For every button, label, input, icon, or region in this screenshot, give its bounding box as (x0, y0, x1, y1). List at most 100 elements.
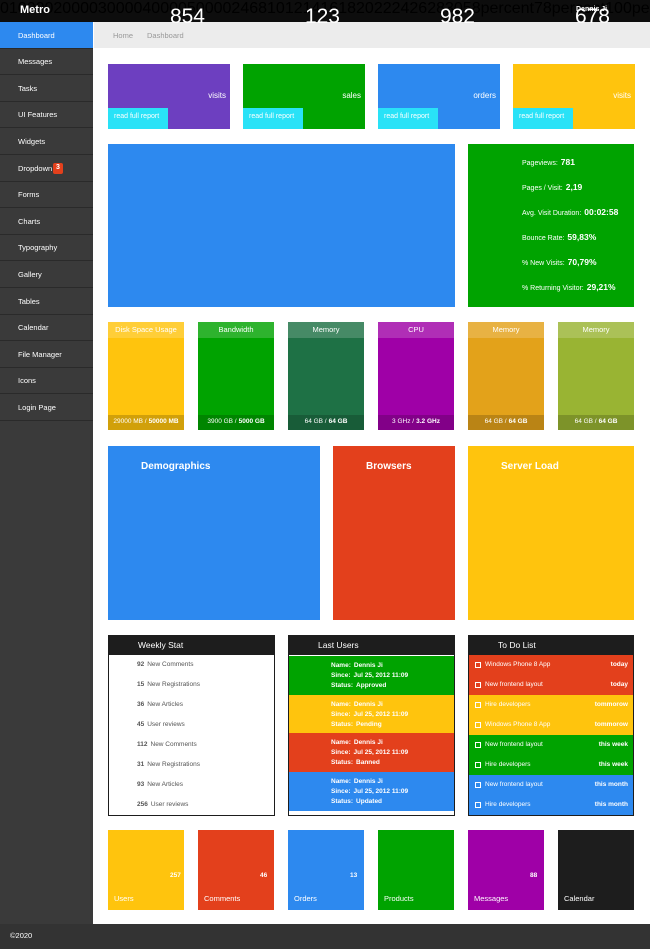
nav-item[interactable] (0, 261, 93, 288)
gauge-used: 64 GB / (484, 418, 507, 425)
report-link[interactable] (513, 108, 573, 129)
report-link[interactable] (378, 108, 438, 129)
weekly-text: New Articles (147, 701, 183, 708)
gauge-usage: 64 GB /64 GB (305, 418, 348, 426)
shortcut-tile[interactable] (378, 830, 454, 910)
field-label: Name: (331, 739, 351, 747)
gauge-footer (468, 415, 544, 430)
nav-item[interactable] (0, 75, 93, 102)
report-link-text: read full report (384, 113, 430, 120)
nav-item[interactable] (0, 341, 93, 368)
footer (0, 924, 650, 949)
gauge-header (108, 322, 184, 338)
nav-item[interactable] (0, 208, 93, 235)
visitor-stat: Pages / Visit: 2,19 (522, 182, 582, 193)
widget-title: Weekly Stat (138, 640, 184, 650)
shortcut-tile[interactable] (468, 830, 544, 910)
gauge-total: 5000 GB (238, 418, 265, 425)
todo-check[interactable] (475, 662, 481, 668)
todo-text: Windows Phone 8 App (485, 661, 551, 668)
nav-item[interactable] (0, 235, 93, 262)
shortcut-tile[interactable] (198, 830, 274, 910)
todo-row (469, 675, 633, 695)
gauge-tile (108, 322, 184, 430)
nav-item[interactable] (0, 288, 93, 315)
widget-title: Last Users (318, 640, 359, 650)
panel-title: Server Load (501, 461, 559, 472)
todo-check[interactable] (475, 802, 481, 808)
visitor-value: 781 (560, 157, 575, 167)
nav-item[interactable] (0, 22, 93, 49)
tile-label: Messages (474, 894, 509, 903)
todo-check[interactable] (475, 762, 481, 768)
widget-panel (108, 635, 275, 816)
nav-label: Tables (18, 296, 40, 306)
nav-label: Messages (18, 57, 53, 67)
shortcut-tile[interactable] (108, 830, 184, 910)
nav-item[interactable] (0, 128, 93, 155)
report-link[interactable] (108, 108, 168, 129)
gauge-header (198, 322, 274, 338)
visitor-stat: Bounce Rate: 59,83% (522, 232, 596, 243)
stat-label: visits (208, 91, 226, 100)
nav-label: Icons (18, 376, 36, 386)
gauge-footer (558, 415, 634, 430)
shortcut-tile[interactable] (288, 830, 364, 910)
weekly-item: 92 New Comments (137, 661, 193, 669)
nav-item[interactable] (0, 155, 93, 182)
stat-value: 982 (439, 5, 475, 28)
user-field: Name: Dennis Ji (331, 662, 383, 670)
user-field: Name: Dennis Ji (331, 701, 383, 709)
nav-label: Charts (18, 216, 41, 226)
todo-check[interactable] (475, 742, 481, 748)
todo-check[interactable] (475, 722, 481, 728)
gauge-tile (558, 322, 634, 430)
todo-check[interactable] (475, 682, 481, 688)
weekly-item: 31 New Registrations (137, 761, 200, 769)
user-field: Status: Approved (331, 682, 386, 690)
gauge-used: 3 GHz / (392, 418, 415, 425)
todo-when: today (610, 681, 628, 688)
nav-item[interactable] (0, 368, 93, 395)
nav-item[interactable] (0, 102, 93, 129)
sidebar (0, 22, 93, 924)
widget-header (108, 635, 275, 655)
nav-item[interactable] (0, 49, 93, 76)
shortcut-tile[interactable] (558, 830, 634, 910)
user-row (289, 694, 454, 734)
gauge-title: Memory (492, 325, 520, 334)
gauge-footer (378, 415, 454, 430)
todo-when: tommorow (594, 701, 628, 708)
nav-item[interactable] (0, 315, 93, 342)
gauge-tile (198, 322, 274, 430)
weekly-count: 36 (137, 701, 145, 708)
user-row (289, 656, 454, 695)
stat-value: 123 (304, 5, 340, 28)
nav-label: Gallery (18, 269, 42, 279)
field-label: Status: (331, 798, 354, 806)
gauge-usage: 29000 MB /50000 MB (113, 418, 178, 426)
gauge-footer (108, 415, 184, 430)
nav-badge: 3 (56, 164, 60, 171)
report-link[interactable] (243, 108, 303, 129)
todo-when: this week (598, 761, 628, 768)
todo-check[interactable] (475, 782, 481, 788)
main-chart-panel (108, 144, 455, 307)
nav-label: Dropdown (18, 163, 53, 173)
breadcrumb-bar (94, 22, 650, 48)
nav-item[interactable] (0, 182, 93, 209)
visitor-value: 2,19 (565, 182, 583, 192)
todo-check[interactable] (475, 702, 481, 708)
field-label: Status: (331, 759, 354, 767)
weekly-text: New Registrations (147, 681, 200, 688)
field-value: Updated (356, 798, 383, 806)
field-value: Dennis Ji (353, 662, 383, 669)
field-label: Since: (331, 788, 351, 796)
top-bar (0, 0, 650, 22)
weekly-count: 93 (137, 781, 145, 788)
nav-item[interactable] (0, 394, 93, 421)
visitor-label: % Returning Visitor: (522, 285, 584, 292)
todo-when: this month (594, 801, 628, 808)
field-value: Dennis Ji (353, 700, 383, 708)
